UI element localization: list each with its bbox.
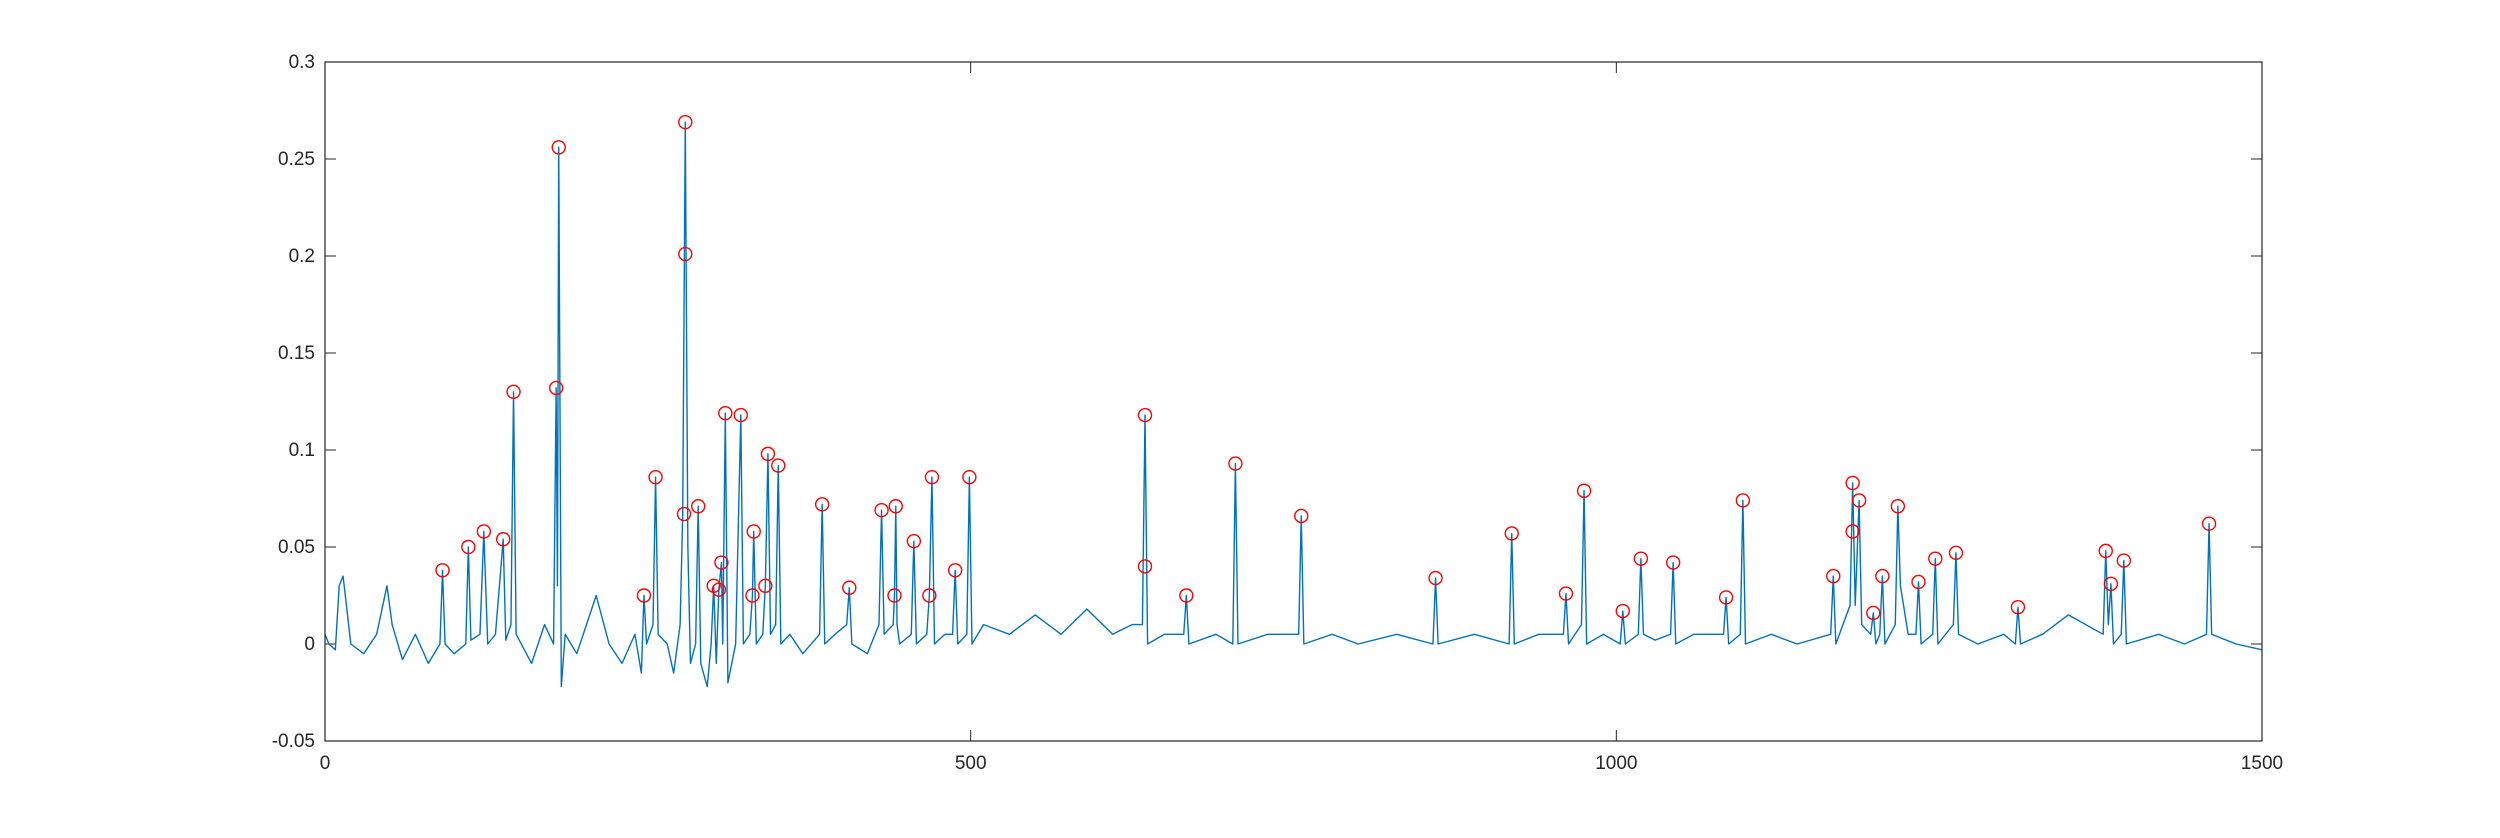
axes-box <box>324 61 2263 742</box>
x-tick-label: 0 <box>320 753 331 774</box>
peak-marker <box>1504 526 1519 541</box>
y-tick-label: 0.1 <box>289 440 315 461</box>
peak-marker <box>506 384 521 399</box>
peak-marker <box>678 246 693 262</box>
peak-marker <box>1735 493 1751 508</box>
peak-marker <box>888 499 903 514</box>
peak-marker <box>2098 543 2113 559</box>
x-tick-label: 500 <box>955 753 987 774</box>
peak-marker <box>922 588 937 603</box>
peak-marker <box>461 539 476 555</box>
peak-marker <box>476 524 492 539</box>
peak-marker <box>906 533 922 549</box>
plot-area <box>325 62 2262 741</box>
peak-marker <box>758 578 773 593</box>
peak-marker <box>2010 599 2026 615</box>
peak-marker <box>706 578 721 593</box>
peak-marker <box>760 446 776 462</box>
peak-marker <box>1137 559 1153 574</box>
peak-marker <box>548 380 564 396</box>
peak-marker <box>2103 576 2119 592</box>
peak-marker <box>814 497 830 512</box>
peak-marker <box>887 588 902 603</box>
peak-marker <box>648 469 663 485</box>
peak-marker <box>1890 499 1906 514</box>
peak-marker <box>1866 605 1881 621</box>
peak-marker <box>1851 493 1867 508</box>
peak-marker <box>714 555 729 570</box>
peak-marker <box>496 532 511 547</box>
peak-marker <box>1911 574 1926 590</box>
peak-marker <box>1665 555 1681 570</box>
peak-marker <box>746 524 761 539</box>
peak-marker <box>676 506 692 522</box>
peak-marker <box>1558 586 1574 601</box>
y-tick-label: 0.3 <box>289 52 315 73</box>
peak-marker <box>1576 483 1592 498</box>
x-tick-label: 1000 <box>1595 753 1637 774</box>
x-tick-label: 1500 <box>2241 753 2283 774</box>
peak-marker <box>718 405 733 421</box>
peak-marker <box>962 469 977 485</box>
peak-marker <box>2201 516 2217 531</box>
peak-marker <box>1137 407 1153 423</box>
peak-marker <box>711 582 727 597</box>
peak-marker <box>1928 551 1943 566</box>
peak-marker <box>1845 524 1860 539</box>
y-tick-label: 0.15 <box>278 343 315 364</box>
peak-marker <box>745 588 760 603</box>
y-tick-label: 0.25 <box>278 149 315 170</box>
peak-marker <box>1179 588 1194 603</box>
signal-line <box>324 121 2263 688</box>
peak-marker <box>636 588 652 603</box>
peak-marker <box>435 563 450 578</box>
peak-marker <box>2116 553 2132 568</box>
peak-marker <box>771 458 786 473</box>
y-tick-label: 0.05 <box>278 537 315 558</box>
peak-marker <box>842 580 857 595</box>
y-tick-label: 0 <box>304 634 315 655</box>
peak-marker <box>1826 568 1841 584</box>
peak-marker <box>1875 568 1890 584</box>
peak-marker <box>551 140 566 155</box>
peak-marker <box>1615 603 1630 619</box>
peak-marker <box>1948 545 1964 561</box>
peak-marker <box>1845 475 1860 491</box>
peak-marker <box>874 502 889 518</box>
y-tick-label: -0.05 <box>272 731 315 752</box>
peak-marker <box>1633 551 1649 566</box>
peak-marker <box>1428 570 1443 586</box>
peak-marker <box>678 114 693 130</box>
peak-marker <box>924 469 940 485</box>
peak-marker <box>1228 456 1243 471</box>
peak-marker <box>1294 508 1309 524</box>
peak-marker <box>733 407 749 423</box>
peak-marker <box>1718 590 1734 605</box>
peak-marker <box>947 563 963 578</box>
peak-marker <box>690 499 706 514</box>
y-tick-label: 0.2 <box>289 246 315 267</box>
